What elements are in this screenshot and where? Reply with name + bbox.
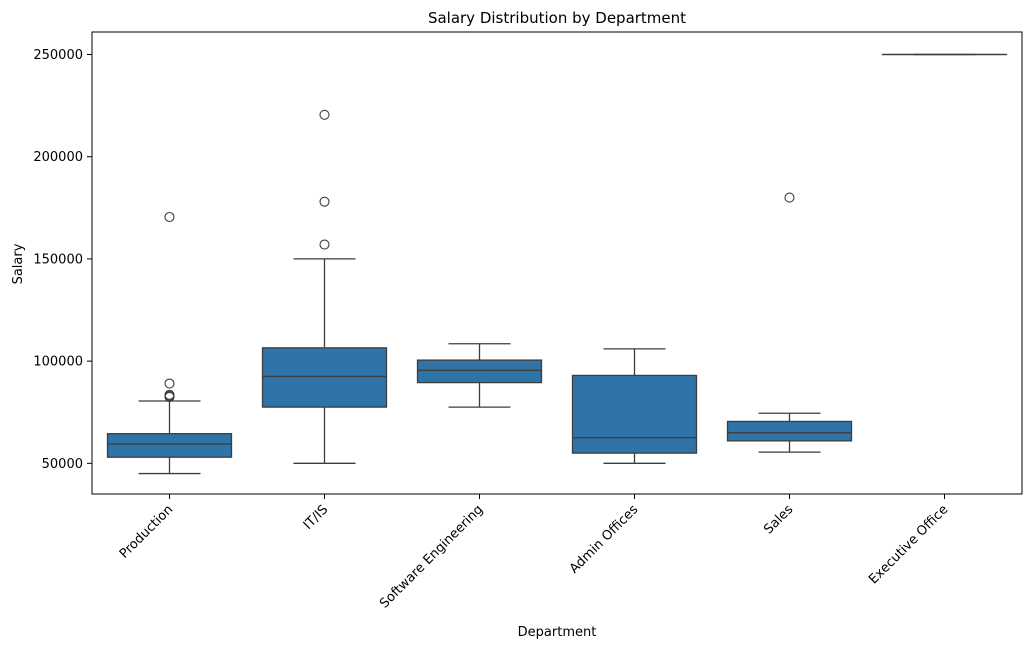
x-axis-ticks: Production IT/IS Software Engineering Admin… xyxy=(117,494,951,611)
box-body xyxy=(571,374,698,454)
y-axis-label: Salary xyxy=(11,243,26,284)
x-tick-label: Sales xyxy=(761,502,796,537)
box-1 xyxy=(261,109,388,464)
box-body xyxy=(261,347,388,408)
y-tick-label: 150000 xyxy=(33,252,83,267)
outlier-point xyxy=(164,211,175,223)
outlier-point xyxy=(319,239,330,250)
x-axis-label: Department xyxy=(518,625,597,640)
chart-title: Salary Distribution by Department xyxy=(428,9,686,27)
box-group xyxy=(106,53,1008,475)
box-body xyxy=(106,433,233,458)
outlier-point xyxy=(164,389,175,400)
box-body xyxy=(416,359,543,384)
outlier-point xyxy=(784,192,795,203)
x-tick-label: Admin Offices xyxy=(567,502,642,577)
x-tick-label: Executive Office xyxy=(866,502,951,587)
x-tick-label: Software Engineering xyxy=(377,502,486,611)
box-body xyxy=(726,420,853,442)
y-tick-label: 250000 xyxy=(33,48,83,63)
y-tick-label: 200000 xyxy=(33,150,83,165)
y-axis-ticks: 50000 100000 150000 200000 250000 xyxy=(33,48,92,472)
y-tick-label: 50000 xyxy=(42,457,83,472)
x-tick-label: Production xyxy=(117,502,177,562)
outlier-point xyxy=(319,109,330,120)
outlier-point xyxy=(164,378,175,389)
box-3 xyxy=(571,348,698,464)
box-0 xyxy=(106,211,233,475)
x-tick-label: IT/IS xyxy=(301,502,332,533)
box-4 xyxy=(726,192,853,453)
outlier-point xyxy=(319,196,330,207)
box-2 xyxy=(416,343,543,408)
plot-frame xyxy=(91,31,1023,495)
y-tick-label: 100000 xyxy=(33,355,83,370)
